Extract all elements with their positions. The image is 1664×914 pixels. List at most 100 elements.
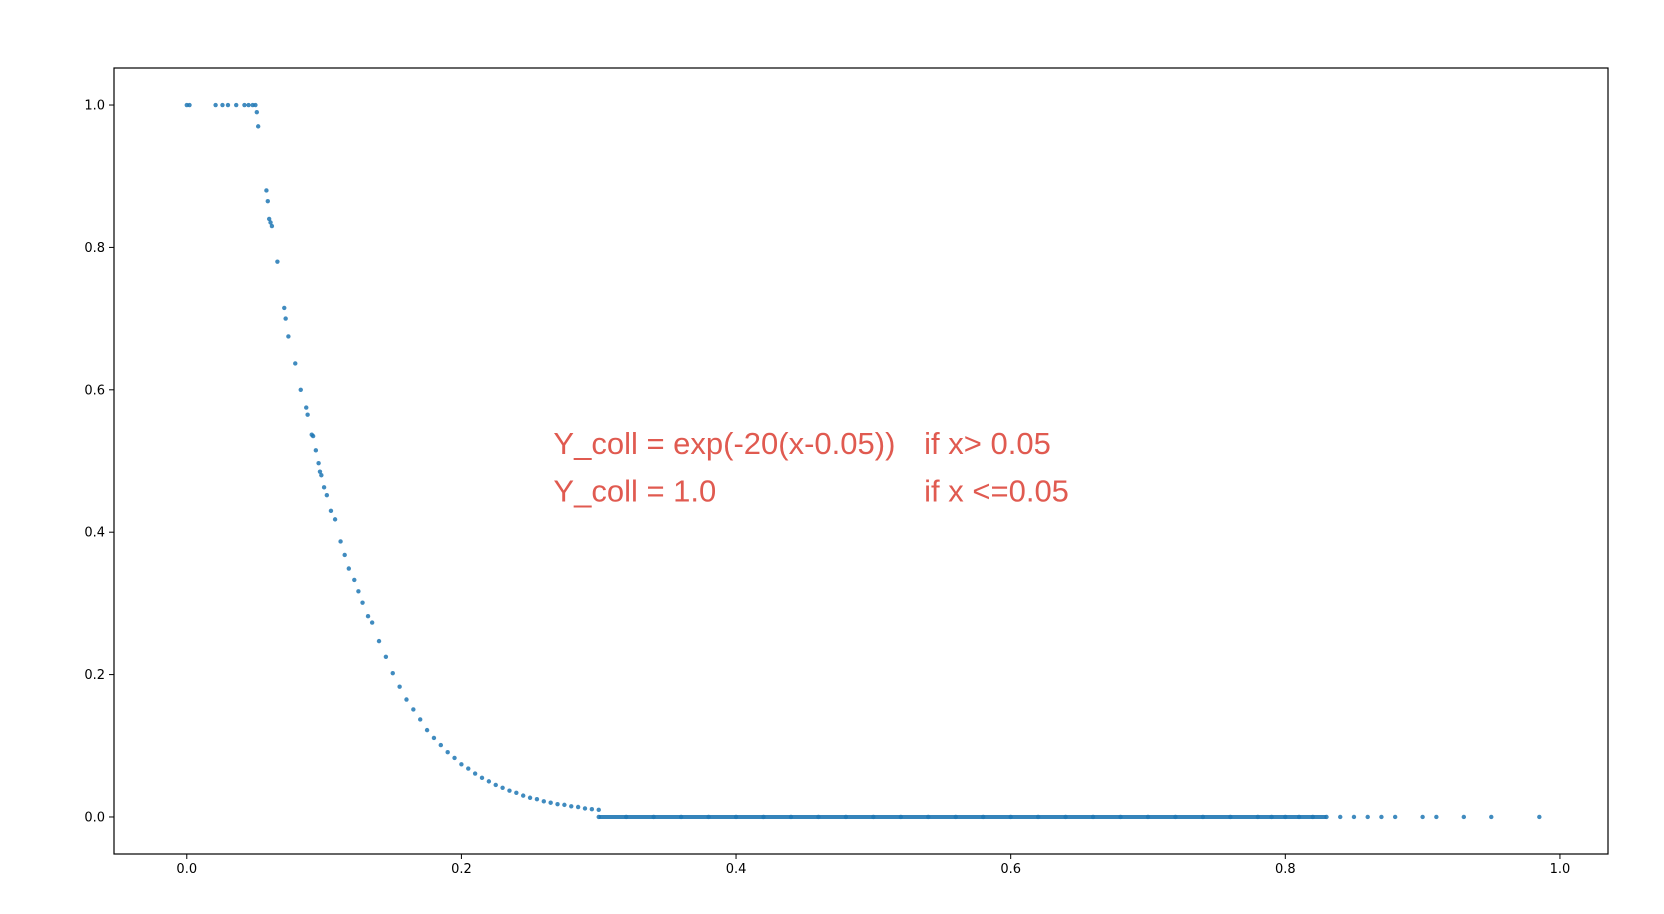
data-point — [365, 614, 371, 619]
data-point — [369, 620, 375, 625]
y-tick-label: 0.4 — [84, 526, 105, 541]
y-tick-label: 0.6 — [84, 383, 105, 398]
data-point — [466, 766, 471, 771]
data-point — [1392, 814, 1398, 820]
data-point — [569, 804, 574, 809]
data-point — [324, 492, 330, 498]
data-point — [266, 216, 272, 222]
data-point — [1434, 814, 1439, 820]
data-point — [328, 508, 334, 514]
data-point — [316, 460, 321, 466]
data-point — [493, 782, 498, 788]
data-point — [479, 775, 485, 781]
data-point — [253, 102, 258, 108]
formula-line-1: Y_coll = exp(-20(x-0.05)) — [553, 426, 895, 461]
data-point — [411, 707, 416, 712]
data-point — [452, 755, 457, 761]
data-point — [286, 334, 291, 339]
data-point — [360, 600, 365, 605]
data-point — [596, 807, 601, 813]
data-point — [332, 517, 338, 522]
data-point — [304, 405, 309, 410]
data-point — [521, 793, 526, 798]
x-tick-label: 0.8 — [1275, 862, 1296, 877]
data-point — [321, 485, 327, 490]
data-point — [431, 735, 437, 741]
data-point — [275, 259, 280, 264]
data-point — [283, 316, 288, 321]
formula-line-2: Y_coll = 1.0 — [553, 474, 716, 509]
data-point — [213, 102, 218, 108]
data-point — [352, 577, 357, 583]
formula-condition-2: if x <=0.05 — [924, 474, 1069, 509]
data-point — [265, 198, 270, 204]
y-tick-label: 0.2 — [84, 668, 105, 683]
data-point — [187, 102, 192, 108]
x-tick-label: 0.6 — [1000, 862, 1021, 877]
data-point — [445, 749, 450, 755]
data-point — [438, 742, 444, 748]
data-point — [1351, 814, 1357, 820]
data-point — [293, 361, 298, 366]
x-axis: 0.0 0.2 0.4 0.6 0.8 1.0 — [176, 854, 1570, 877]
x-tick-label: 0.0 — [176, 862, 197, 877]
data-point — [562, 802, 567, 808]
y-tick-label: 1.0 — [84, 99, 105, 114]
data-point — [310, 433, 316, 439]
data-point — [527, 795, 533, 800]
data-point — [589, 806, 595, 812]
data-point — [264, 188, 269, 193]
data-point — [514, 790, 519, 795]
data-point — [507, 788, 512, 793]
y-axis: 0.0 0.2 0.4 0.6 0.8 1.0 — [84, 99, 114, 825]
data-point — [254, 109, 260, 115]
data-points — [184, 102, 1542, 820]
data-point — [555, 801, 560, 807]
y-tick-label: 0.0 — [84, 810, 105, 825]
formula-annotation: Y_coll = exp(-20(x-0.05)) if x> 0.05 Y_col… — [553, 426, 1069, 509]
data-point — [383, 654, 389, 659]
data-point — [575, 804, 581, 810]
data-point — [269, 223, 275, 229]
data-point — [1420, 814, 1425, 820]
data-point — [282, 305, 287, 311]
data-point — [582, 806, 588, 811]
data-point — [298, 387, 303, 392]
data-point — [255, 124, 261, 129]
plot-area-frame — [113, 67, 1609, 855]
data-point — [1489, 814, 1494, 820]
data-point — [500, 785, 505, 790]
data-point — [338, 539, 343, 544]
data-point — [1338, 814, 1343, 820]
data-point — [313, 448, 319, 453]
x-tick-label: 0.2 — [451, 862, 472, 877]
data-point — [541, 799, 546, 804]
data-point — [486, 779, 492, 784]
data-point — [220, 102, 225, 108]
data-point — [424, 727, 430, 733]
x-tick-label: 0.4 — [726, 862, 747, 877]
data-point — [1379, 814, 1384, 820]
data-point — [317, 469, 323, 474]
data-point — [268, 220, 273, 225]
data-point — [246, 102, 251, 108]
data-point — [1537, 814, 1542, 820]
data-point — [548, 800, 553, 805]
x-tick-label: 1.0 — [1550, 862, 1571, 877]
data-point — [376, 638, 382, 644]
data-point — [242, 102, 247, 108]
data-point — [404, 697, 409, 702]
data-point — [534, 796, 540, 802]
data-point — [1365, 814, 1370, 820]
data-point — [305, 412, 310, 417]
data-point — [319, 473, 324, 478]
data-point — [342, 552, 347, 558]
data-point — [397, 684, 402, 689]
data-point — [225, 102, 231, 108]
y-tick-label: 0.8 — [84, 241, 105, 256]
data-point — [390, 670, 395, 676]
data-point — [1461, 814, 1467, 820]
data-point — [356, 589, 361, 594]
data-point — [418, 717, 423, 722]
